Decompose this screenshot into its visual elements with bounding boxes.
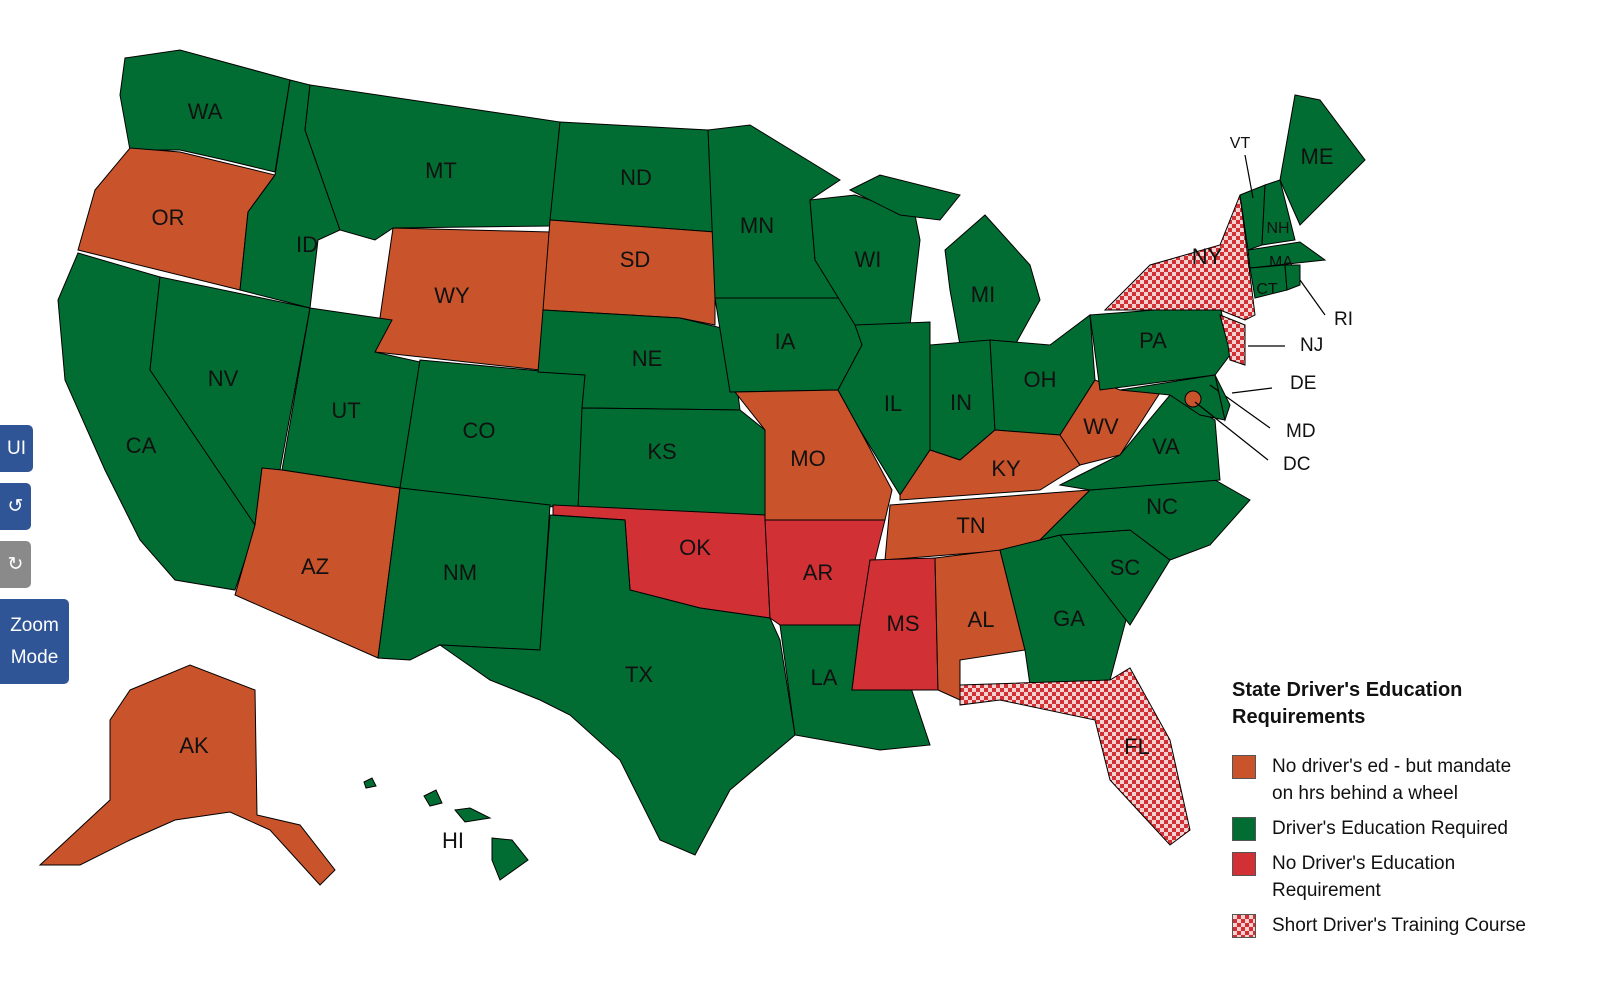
state-label: UT (331, 398, 360, 423)
state-label: IN (950, 390, 972, 415)
leader-line (1231, 387, 1273, 394)
state-shape (542, 219, 716, 326)
legend-swatch (1232, 755, 1256, 779)
map: WA OR CA NV ID MT WY UT CO AZ NM ND SD NE KS OK TX MN IA MO… (38, 49, 1366, 886)
state-label: OH (1024, 367, 1057, 392)
state-label: WA (188, 99, 223, 124)
state-label: IL (884, 391, 902, 416)
legend-item: No Driver's Education Requirement (1232, 850, 1532, 904)
state-shape (491, 837, 529, 881)
state-label: AL (968, 607, 995, 632)
legend-item: No driver's ed - but mandate on hrs behi… (1232, 753, 1532, 807)
state-label: NM (443, 560, 477, 585)
state-label: DE (1290, 373, 1316, 394)
state-label: NH (1266, 220, 1289, 237)
state-label: MD (1286, 421, 1316, 442)
state-shape (944, 214, 1041, 346)
state-shape (1279, 94, 1366, 226)
state-shape (38, 664, 336, 886)
state-label: GA (1053, 606, 1085, 631)
state-shape (837, 321, 931, 496)
state-label: OR (152, 205, 185, 230)
state-shape (1261, 179, 1296, 246)
state-label: LA (811, 665, 838, 690)
state-label: PA (1139, 328, 1167, 353)
state-label: TN (956, 513, 985, 538)
state-shape (438, 514, 796, 856)
state-shape (959, 667, 1191, 846)
state-label: NE (632, 346, 663, 371)
state-shape (363, 777, 377, 789)
state-label: MT (425, 158, 457, 183)
legend-item: Short Driver's Training Course (1232, 912, 1532, 939)
state-label: AZ (301, 554, 329, 579)
state-label: ME (1301, 144, 1334, 169)
state-shape (1247, 241, 1327, 269)
state-label: ID (296, 232, 318, 257)
leader-line (1299, 279, 1326, 316)
state-label: DC (1283, 454, 1310, 475)
state-label: CT (1256, 281, 1278, 298)
legend-label: No driver's ed - but mandate on hrs behi… (1272, 756, 1512, 804)
state-shape (809, 194, 921, 326)
legend-label: Short Driver's Training Course (1272, 915, 1526, 936)
state-shape (1284, 264, 1301, 291)
legend-swatch (1232, 852, 1256, 876)
state-label: SD (620, 247, 651, 272)
leader-line (1194, 401, 1269, 461)
undo-button[interactable]: ↺ (0, 483, 31, 530)
state-label: WY (434, 283, 470, 308)
state-label: NC (1146, 494, 1178, 519)
state-label: MO (790, 446, 825, 471)
state-label: NV (208, 366, 239, 391)
legend-title: State Driver's Education Requirements (1232, 679, 1463, 728)
legend: State Driver's Education Requirements No… (1232, 677, 1532, 947)
state-label: WI (855, 247, 882, 272)
state-label: KY (991, 456, 1021, 481)
legend-label: Driver's Education Required (1272, 818, 1508, 839)
legend-item: Driver's Education Required (1232, 815, 1532, 842)
redo-button[interactable]: ↻ (0, 541, 31, 588)
state-shape (423, 789, 443, 807)
state-label: SC (1110, 555, 1141, 580)
state-label: KS (647, 439, 676, 464)
state-shape (454, 807, 492, 823)
state-label: CA (126, 433, 157, 458)
state-label: RI (1334, 309, 1353, 330)
state-label: TX (625, 662, 653, 687)
state-shape (119, 49, 291, 173)
state-shape (1219, 314, 1246, 366)
state-label: WV (1083, 414, 1119, 439)
state-label: MS (887, 611, 920, 636)
state-shape (1214, 374, 1231, 422)
state-label: HI (442, 828, 464, 853)
state-label: ND (620, 165, 652, 190)
state-shape (1119, 374, 1226, 421)
state-label: IA (775, 329, 796, 354)
state-shape (1103, 194, 1256, 321)
ui-button[interactable]: UI (0, 425, 33, 472)
state-label: MI (971, 282, 995, 307)
state-shape (848, 174, 961, 221)
state-label: CO (463, 418, 496, 443)
state-label: MN (740, 213, 774, 238)
legend-swatch (1232, 914, 1256, 938)
legend-label: No Driver's Education Requirement (1272, 853, 1456, 901)
state-label: NJ (1300, 335, 1323, 356)
state-label: VA (1152, 434, 1180, 459)
state-label: VT (1230, 135, 1251, 152)
zoom-mode-button[interactable]: Zoom Mode (0, 599, 69, 684)
leader-line (1244, 154, 1254, 199)
state-label: NY (1192, 244, 1223, 269)
legend-swatch (1232, 817, 1256, 841)
state-label: AR (803, 560, 834, 585)
state-label: OK (679, 535, 711, 560)
state-label: FL (1124, 734, 1150, 759)
state-label: AK (179, 733, 209, 758)
